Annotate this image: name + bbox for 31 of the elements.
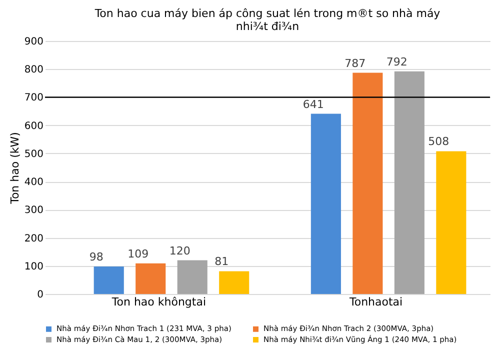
y-tick-label: 400 xyxy=(24,177,44,188)
bar xyxy=(94,266,124,294)
bar xyxy=(219,271,250,294)
bar xyxy=(436,151,466,294)
y-tick-label: 300 xyxy=(24,205,44,216)
x-tick-label: Tonhaotai xyxy=(348,296,403,308)
bar xyxy=(310,114,341,294)
bar xyxy=(136,263,166,294)
data-label: 98 xyxy=(89,250,104,264)
y-tick-label: 0 xyxy=(37,290,44,300)
data-label: 641 xyxy=(302,98,324,111)
data-label: 120 xyxy=(169,244,190,258)
y-axis-title: Ton hao (kW) xyxy=(8,132,22,205)
x-tick-label: Ton hao khôngtai xyxy=(110,296,206,308)
y-tick-label: 700 xyxy=(24,92,44,104)
data-label: 792 xyxy=(386,55,408,68)
data-label: 81 xyxy=(214,255,229,268)
y-tick-label: 600 xyxy=(24,120,44,132)
y-tick-label: 500 xyxy=(24,148,44,160)
data-label: 109 xyxy=(128,247,149,260)
y-tick-label: 800 xyxy=(24,64,44,76)
data-label: 787 xyxy=(344,56,366,70)
data-label: 508 xyxy=(428,135,450,148)
y-tick-label: 200 xyxy=(24,233,44,244)
bar xyxy=(394,71,424,294)
text: nhi¾t đi¾n xyxy=(236,20,300,33)
y-tick-label: 900 xyxy=(24,36,44,48)
y-tick-label: 100 xyxy=(24,261,44,272)
text: Ton hao cua máy bien áp công suat lén trong m®t so nhà máy xyxy=(94,7,440,20)
bar xyxy=(352,72,383,294)
bar xyxy=(177,260,208,294)
